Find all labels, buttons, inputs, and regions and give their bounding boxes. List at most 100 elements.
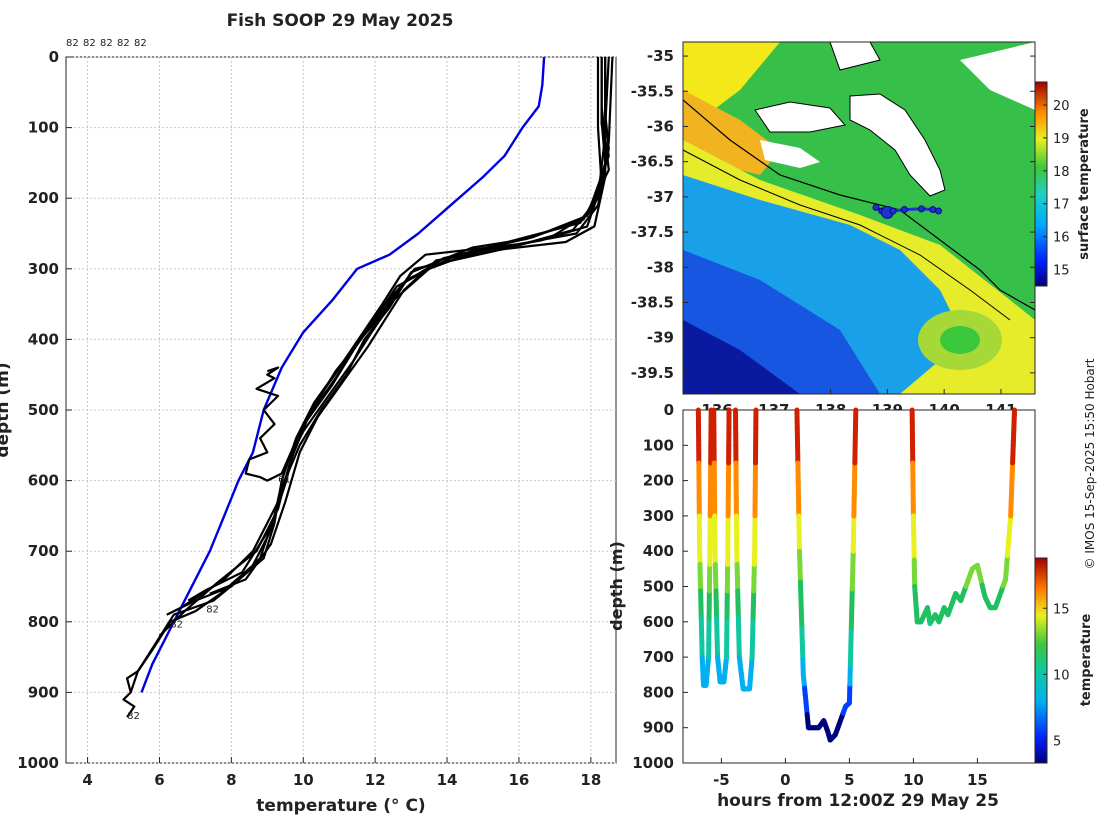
profiles-x-tick-label: 10 [293,771,314,789]
sst-track-point [934,207,942,215]
sst-colorbar-tick-label: 15 [1053,264,1070,279]
profiles-y-tick-label: 800 [28,613,59,631]
profiles-x-tick-label: 8 [226,771,236,789]
sst-colorbar-label: surface temperature [1077,108,1092,260]
depth-time-y-tick-label: 700 [643,648,674,666]
profiles-top-label: 82 [83,38,96,49]
sst-field-deep-cold [683,320,800,394]
sst-colorbar-tick-label: 20 [1053,99,1070,114]
chart-title: Fish SOOP 29 May 2025 [227,11,454,31]
profile-point-label: 61 [278,475,291,486]
profile-point-label: 82 [206,605,219,616]
sst-y-tick-label: -35.5 [631,82,674,100]
sst-colorbar-tick-label: 19 [1053,132,1070,147]
profiles-ticks: 4 6 8 10 12 14 16 18 0 100 200 300 400 500 600 700 800 90… [17,38,601,789]
depth-time-ticks: 0 100 200 300 400 500 600 700 800 900 1000 -5 0 5 10 15 [632,401,988,789]
profiles-y-tick-label: 0 [49,48,59,66]
depth-time-y-tick-label: 1000 [632,754,674,772]
sst-land-coast [849,93,946,197]
sst-y-tick-label: -35 [647,47,674,65]
profiles-grid [66,56,616,764]
profiles-x-tick-label: 16 [509,771,530,789]
sst-land-east [960,42,1035,110]
depth-time-y-tick-label: 300 [643,507,674,525]
profiles-y-tick-label: 200 [28,189,59,207]
depth-time-x-tick-label: 15 [967,771,988,789]
depth-time-y-tick-label: 0 [664,401,674,419]
profiles-y-tick-label: 900 [28,683,59,701]
profiles-x-tick-label: 4 [82,771,92,789]
profiles-x-tick-label: 18 [580,771,601,789]
temperature-colorbar-tick-label: 5 [1053,735,1061,750]
sst-colorbar-tick-label: 18 [1053,165,1070,180]
sst-colorbar [1034,81,1048,287]
depth-time-x-tick-label: -5 [713,771,730,789]
sst-y-tick-label: -37.5 [631,223,674,241]
depth-time-x-tick-label: 10 [903,771,924,789]
depth-time-y-tick-label: 900 [643,719,674,737]
sst-y-tick-label: -39 [647,329,674,347]
sst-y-tick-label: -39.5 [631,364,674,382]
sst-track-point [929,206,937,214]
sst-land-north [829,42,881,71]
sst-bathy-contour [683,149,1011,321]
profiles-top-label: 82 [100,38,113,49]
profiles-x-tick-label: 12 [365,771,386,789]
profile-line [244,57,603,482]
temperature-colorbar-label: temperature [1079,614,1094,707]
profiles-series [122,56,614,718]
sst-colorbar-tick-label: 17 [1053,198,1070,213]
profiles-y-tick-label: 500 [28,401,59,419]
sst-y-tick-label: -36.5 [631,153,674,171]
depth-time-x-tick-label: 0 [780,771,790,789]
temperature-colorbar-tick-label: 10 [1053,668,1070,683]
profile-point-label: 82 [170,619,183,630]
sst-track-point [917,205,925,213]
profiles-y-tick-label: 400 [28,330,59,348]
profiles-y-tick-label: 1000 [17,754,59,772]
temperature-colorbar-ticks: 5 10 15 [1043,602,1070,750]
depth-time-y-tick-label: 600 [643,613,674,631]
profiles-y-tick-label: 100 [28,119,59,137]
profile-line [209,56,610,595]
profiles-point-labels: 61 82 82 82 [127,475,291,723]
sst-track-points [872,203,942,219]
profiles-x-axis-label: temperature (° C) [256,796,425,816]
depth-time-y-tick-label: 800 [643,683,674,701]
sst-y-tick-label: -38.5 [631,293,674,311]
profile-point-label: 82 [127,711,140,722]
credit-text: © IMOS 15-Sep-2025 15:50 Hobart [1083,358,1097,569]
sst-cloud-mask [760,140,820,168]
sst-y-tick-label: -37 [647,188,674,206]
sst-y-tick-label: -38 [647,258,674,276]
depth-time-panel: 0 100 200 300 400 500 600 700 800 900 1000 -5 0 5 10 15… [607,401,1094,811]
depth-time-y-tick-label: 200 [643,472,674,490]
depth-time-y-axis-label: depth (m) [607,541,626,631]
climatology-line [140,56,546,693]
profiles-x-tick-label: 6 [154,771,164,789]
depth-time-y-tick-label: 100 [643,436,674,454]
profiles-y-tick-label: 300 [28,260,59,278]
profiles-top-label: 82 [66,38,79,49]
profiles-x-tick-label: 14 [437,771,458,789]
depth-time-y-tick-label: 500 [643,578,674,596]
profiles-y-tick-label: 700 [28,542,59,560]
depth-time-x-tick-label: 5 [844,771,854,789]
profiles-plot-area [65,56,617,764]
sst-y-tick-label: -36 [647,117,674,135]
sst-land-island [754,101,846,133]
profile-line [173,56,614,613]
depth-time-plot-area [682,409,1036,764]
profiles-panel: 4 6 8 10 12 14 16 18 0 100 200 300 400 500 600 700 800 90… [0,38,617,816]
depth-time-dives [695,407,1018,743]
profiles-top-label: 82 [117,38,130,49]
sst-track-point [900,206,908,214]
profile-line [187,57,610,602]
sst-track-point [889,207,897,215]
depth-time-y-tick-label: 400 [643,542,674,560]
sst-eddy-core [940,326,980,354]
profiles-top-label: 82 [134,38,147,49]
depth-time-x-axis-label: hours from 12:00Z 29 May 25 [717,791,999,811]
sst-track-point [872,203,880,211]
